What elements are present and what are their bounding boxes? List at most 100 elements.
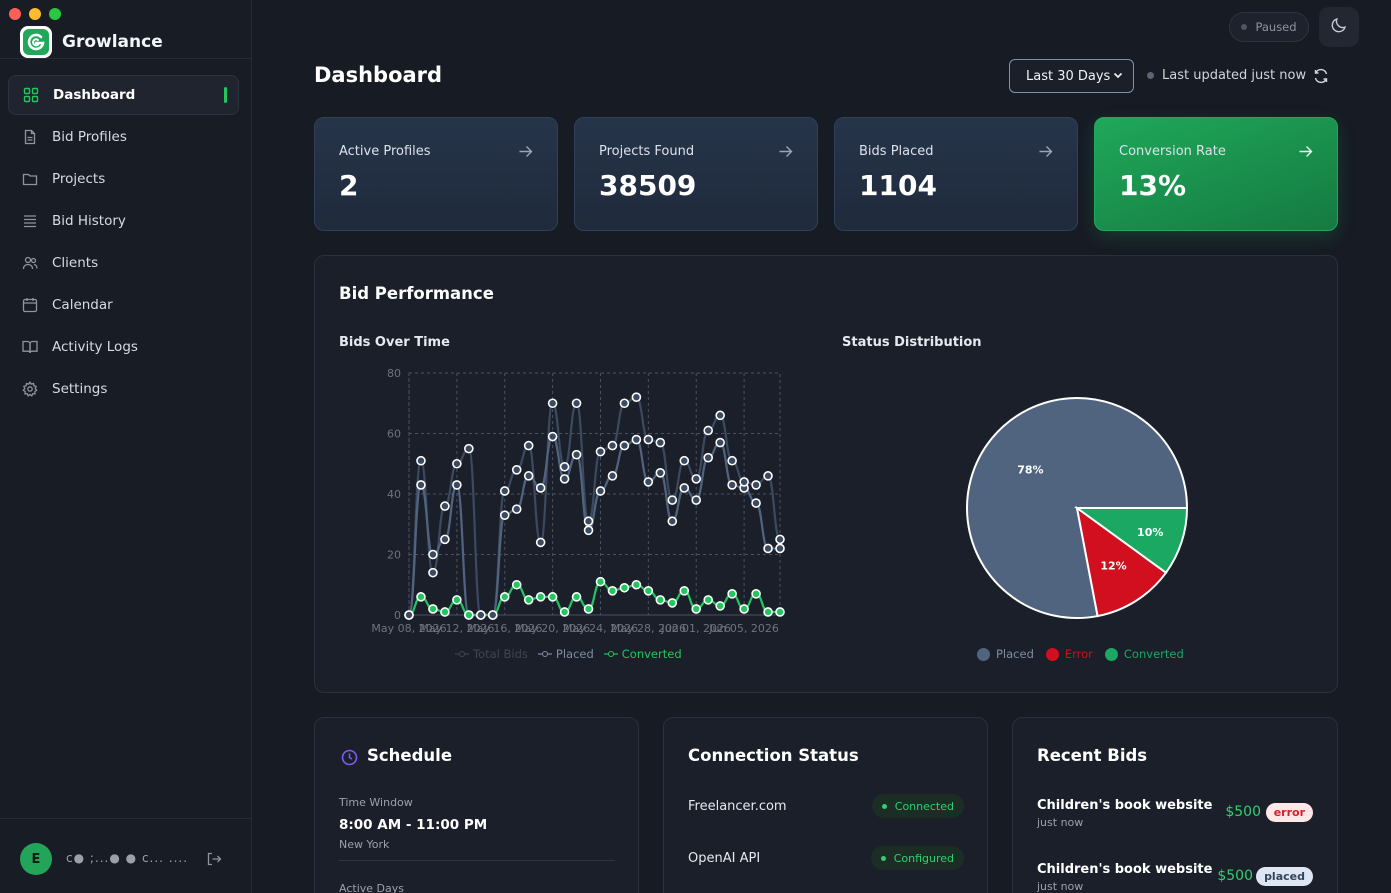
sidebar-item-clients[interactable]: Clients: [8, 243, 239, 283]
legend-line-icon: [455, 651, 469, 657]
maximize-window-button[interactable]: [49, 8, 61, 20]
connection-row: OpenAI API Configured: [688, 846, 964, 870]
data-point: [535, 537, 546, 548]
data-point: [440, 534, 450, 545]
legend-dot-icon: [1104, 647, 1118, 661]
y-tick-label: 40: [387, 488, 401, 501]
recent-bids-panel: Recent Bids Children's book website just…: [1012, 717, 1338, 893]
data-point: [763, 607, 773, 617]
legend-item[interactable]: Placed: [537, 647, 594, 661]
legend-item[interactable]: Placed: [977, 647, 1034, 661]
x-tick-label: May 12, 2026: [419, 622, 494, 635]
stat-card-conversion-rate[interactable]: Conversion Rate 13%: [1094, 117, 1338, 231]
moon-icon: [1330, 16, 1348, 38]
stat-card-projects-found[interactable]: Projects Found 38509: [574, 117, 818, 231]
sidebar-item-label: Activity Logs: [52, 339, 138, 355]
y-tick-label: 80: [387, 367, 401, 380]
legend-label: Placed: [996, 647, 1034, 661]
data-point: [547, 431, 558, 442]
status-label: Paused: [1255, 20, 1297, 34]
connection-name: Freelancer.com: [688, 798, 787, 814]
legend-label: Total Bids: [473, 647, 528, 661]
data-point: [643, 477, 654, 487]
status-text: Connected: [894, 799, 954, 813]
last-updated-text: Last updated just now: [1162, 68, 1307, 83]
bid-title: Children's book website: [1037, 862, 1213, 877]
status-badge: placed: [1256, 867, 1313, 886]
legend-item[interactable]: Converted: [603, 647, 682, 661]
data-point: [404, 610, 414, 620]
folder-icon: [22, 171, 38, 187]
data-point: [595, 486, 606, 496]
legend-dot-icon: [977, 647, 990, 661]
close-window-button[interactable]: [9, 8, 21, 20]
data-point: [667, 495, 678, 505]
bid-amount: $500: [1225, 804, 1261, 820]
refresh-icon[interactable]: [1313, 68, 1329, 88]
brand[interactable]: Growlance: [20, 26, 163, 58]
data-point: [571, 398, 582, 409]
data-point: [607, 471, 618, 481]
data-point: [607, 586, 618, 596]
minimize-window-button[interactable]: [29, 8, 41, 20]
data-point: [631, 579, 642, 590]
series-line-placed: [407, 435, 780, 617]
list-item[interactable]: Children's book website just now $500 er…: [1037, 798, 1313, 829]
data-point: [655, 468, 666, 478]
data-point: [607, 440, 618, 451]
data-point: [452, 458, 462, 469]
sidebar-item-projects[interactable]: Projects: [8, 159, 239, 199]
connection-row: Freelancer.com Connected: [688, 794, 964, 818]
legend-item[interactable]: Converted: [1104, 647, 1184, 661]
data-point: [619, 398, 630, 409]
panel-title: Schedule: [367, 746, 453, 765]
legend-item[interactable]: Error: [1045, 647, 1093, 661]
bid-time: just now: [1037, 816, 1084, 829]
sidebar-item-bid-profiles[interactable]: Bid Profiles: [8, 117, 239, 157]
data-point: [751, 480, 761, 490]
legend-line-icon: [537, 651, 552, 657]
sidebar-item-bid-history[interactable]: Bid History: [8, 201, 239, 241]
legend-item[interactable]: Total Bids: [455, 647, 528, 661]
status-dot-icon: [880, 855, 886, 861]
time-window-value: 8:00 AM - 11:00 PM: [339, 817, 488, 833]
list-item[interactable]: Children's book website just now $500 pl…: [1037, 862, 1313, 893]
y-tick-label: 60: [387, 428, 401, 441]
data-point: [679, 483, 690, 493]
logout-icon[interactable]: [206, 851, 222, 871]
time-window-label: Time Window: [339, 796, 413, 809]
sidebar-item-activity-logs[interactable]: Activity Logs: [8, 327, 239, 367]
status-badge: Connected: [871, 794, 964, 818]
last-updated: Last updated just now: [1147, 68, 1306, 83]
data-point: [703, 452, 713, 463]
user-profile[interactable]: E c● ;...● ● c... ....: [0, 818, 251, 893]
theme-toggle-button[interactable]: [1319, 7, 1359, 47]
data-point: [416, 592, 426, 602]
arrow-right-icon: [778, 144, 793, 163]
stat-card-active-profiles[interactable]: Active Profiles 2: [314, 117, 558, 231]
data-point: [452, 595, 462, 605]
sidebar-item-label: Projects: [52, 171, 106, 187]
sidebar-item-dashboard[interactable]: Dashboard: [8, 75, 239, 115]
users-icon: [22, 255, 38, 271]
data-point: [464, 610, 474, 620]
status-badge[interactable]: Paused: [1229, 12, 1309, 42]
sidebar-item-calendar[interactable]: Calendar: [8, 285, 239, 325]
sidebar-item-settings[interactable]: Settings: [8, 369, 239, 409]
data-point: [679, 455, 690, 466]
data-point: [583, 525, 594, 536]
page-title: Dashboard: [314, 63, 443, 87]
chevron-down-icon: [1113, 69, 1123, 84]
data-point: [715, 437, 725, 448]
data-point: [499, 592, 510, 602]
arrow-right-icon: [1298, 144, 1313, 163]
data-point: [643, 434, 654, 445]
stat-card-bids-placed[interactable]: Bids Placed 1104: [834, 117, 1078, 231]
data-point: [428, 549, 438, 560]
data-point: [416, 480, 426, 490]
divider: [0, 58, 251, 59]
legend-dot-icon: [1045, 647, 1059, 661]
date-range-select[interactable]: Last 30 Days: [1009, 59, 1134, 93]
legend-label: Converted: [621, 647, 682, 661]
arrow-right-icon: [518, 144, 533, 163]
